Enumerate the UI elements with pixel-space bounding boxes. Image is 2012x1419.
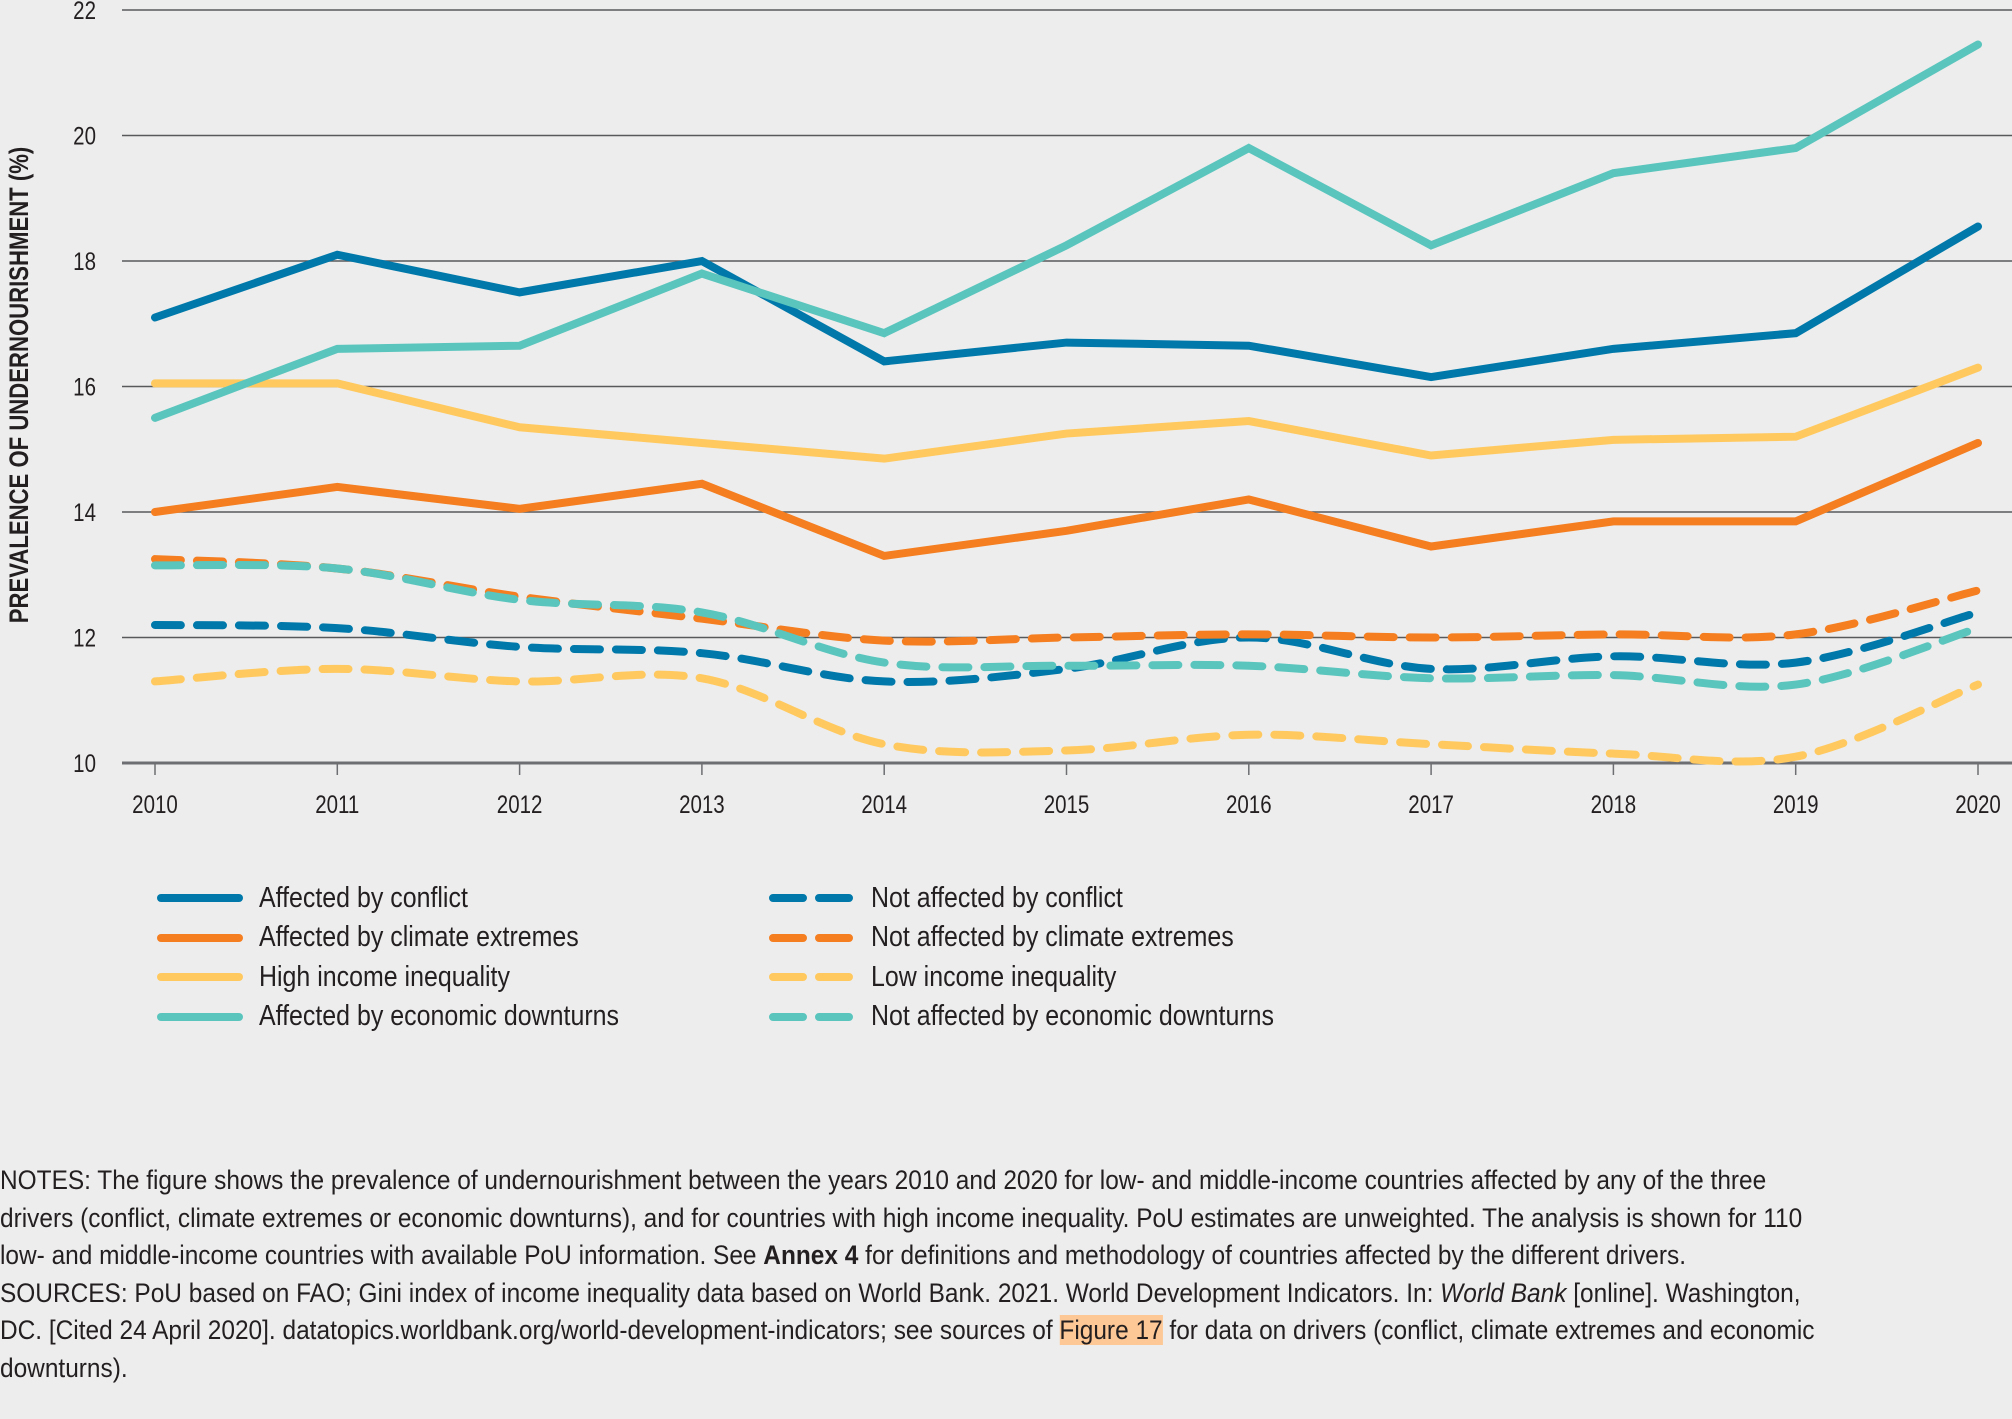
series-line-affected-by-conflict — [151, 222, 1982, 382]
x-tick-label: 2014 — [861, 790, 907, 818]
x-tick-label: 2016 — [1226, 790, 1272, 818]
x-tick-label: 2019 — [1773, 790, 1819, 818]
sources-text: SOURCES: PoU based on FAO; Gini index of… — [0, 1277, 1441, 1308]
figure-notes: NOTES: The figure shows the prevalence o… — [0, 1162, 1837, 1387]
y-axis: 10 12 14 16 18 20 22 — [73, 0, 96, 777]
legend-label: Not affected by conflict — [871, 881, 1123, 914]
legend-label: Not affected by climate extremes — [871, 921, 1234, 953]
x-tick-label: 2010 — [132, 790, 178, 818]
x-tick-label: 2011 — [315, 790, 359, 818]
legend-item: Low income inequality — [767, 957, 1156, 997]
legend-label: High income inequality — [259, 960, 510, 993]
figure-reference-highlight[interactable]: Figure 17 — [1059, 1315, 1163, 1345]
legend-swatch — [769, 933, 855, 942]
x-tick-label: 2018 — [1591, 790, 1637, 818]
legend-item: Not affected by economic downturns — [767, 997, 1340, 1037]
notes-paragraph: NOTES: The figure shows the prevalence o… — [0, 1162, 1837, 1275]
x-tick-label: 2020 — [1955, 790, 2001, 818]
series-line-high-income-inequality — [151, 363, 1982, 463]
legend-item: Affected by economic downturns — [155, 997, 678, 1037]
legend-item: Not affected by climate extremes — [767, 918, 1293, 958]
sources-paragraph: SOURCES: PoU based on FAO; Gini index of… — [0, 1275, 1837, 1388]
series-line-not-affected-by-climate-extremes — [151, 555, 1982, 646]
y-tick-label: 16 — [73, 373, 96, 401]
legend-swatch — [769, 973, 855, 981]
legend-label: Affected by climate extremes — [259, 921, 579, 953]
series-line-low-income-inequality — [151, 664, 1982, 766]
legend-item: Not affected by conflict — [767, 878, 1164, 918]
y-tick-label: 22 — [73, 0, 96, 24]
legend-item: Affected by climate extremes — [155, 918, 631, 958]
legend-item: Affected by conflict — [155, 878, 502, 918]
series-line-not-affected-by-conflict — [151, 608, 1982, 686]
sources-text-end: for data on drivers (conflict, climate e… — [0, 1315, 1815, 1383]
legend-swatch — [769, 1012, 855, 1021]
y-tick-label: 12 — [73, 624, 96, 652]
x-tick-label: 2017 — [1408, 790, 1454, 818]
legend-swatch — [157, 894, 243, 902]
series-lines — [151, 40, 1982, 766]
x-axis: 2010 2011 2012 2013 2014 2015 2016 2017 2018 2019… — [132, 763, 2001, 818]
series-line-affected-by-economic-downturns — [151, 40, 1982, 422]
legend-label: Low income inequality — [871, 960, 1117, 993]
notes-text: NOTES: The figure shows the prevalence o… — [0, 1165, 1803, 1270]
series-line-not-affected-by-economic-downturns — [151, 560, 1982, 691]
y-tick-label: 10 — [73, 749, 96, 777]
y-axis-title: PREVALENCE OF UNDERNOURISHMENT (%) — [5, 147, 35, 623]
legend-swatch — [769, 894, 855, 902]
legend-swatch — [157, 933, 243, 942]
annex-reference[interactable]: Annex 4 — [763, 1240, 859, 1270]
y-tick-label: 18 — [73, 247, 96, 275]
legend-swatch — [157, 973, 243, 981]
legend: Affected by conflict Affected by climate … — [0, 878, 2012, 1048]
notes-text-end: for definitions and methodology of count… — [858, 1240, 1687, 1270]
legend-label: Affected by conflict — [259, 881, 468, 914]
sources-text-middle: [online]. Washington, DC. [Cited 24 Apri… — [0, 1277, 1801, 1346]
sources-italic: World Bank — [1440, 1277, 1567, 1308]
x-tick-label: 2013 — [679, 790, 725, 818]
legend-swatch — [157, 1012, 243, 1021]
y-tick-label: 20 — [73, 122, 96, 150]
legend-item: High income inequality — [155, 957, 551, 997]
gridlines — [122, 9, 2012, 765]
x-tick-label: 2015 — [1044, 790, 1090, 818]
legend-label: Affected by economic downturns — [259, 1000, 619, 1032]
series-line-affected-by-climate-extremes — [151, 438, 1982, 561]
legend-label: Not affected by economic downturns — [871, 1000, 1274, 1032]
x-tick-label: 2012 — [497, 790, 543, 818]
y-tick-label: 14 — [73, 498, 96, 526]
line-chart: 2010 2011 2012 2013 2014 2015 2016 2017 2018 2019… — [5, 0, 2012, 818]
